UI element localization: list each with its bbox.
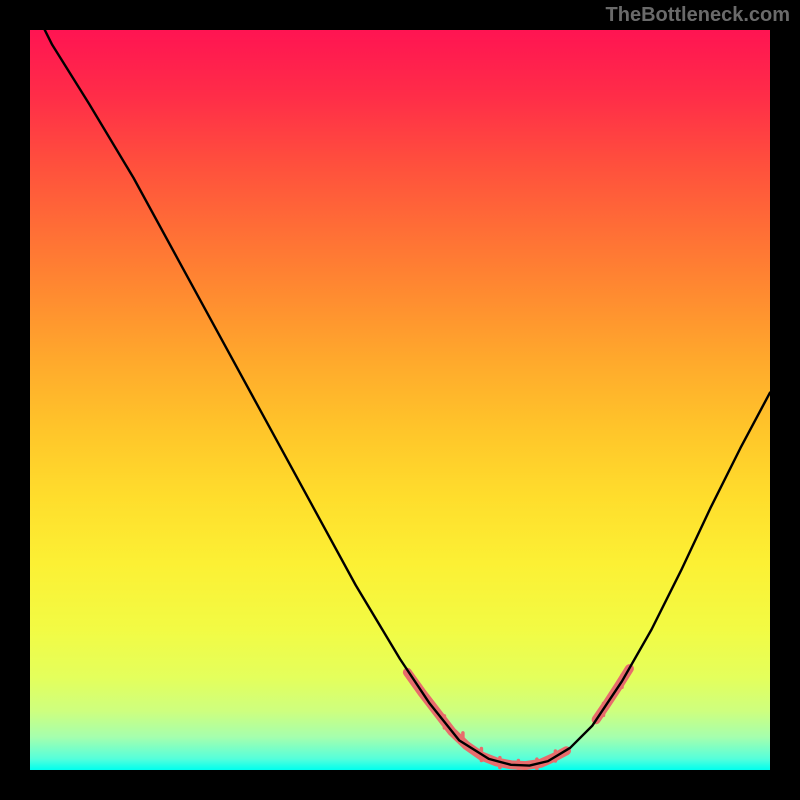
watermark-text: TheBottleneck.com xyxy=(606,4,790,27)
chart-container: TheBottleneck.com xyxy=(0,0,800,800)
chart-svg xyxy=(30,30,770,770)
plot-area xyxy=(30,30,770,770)
